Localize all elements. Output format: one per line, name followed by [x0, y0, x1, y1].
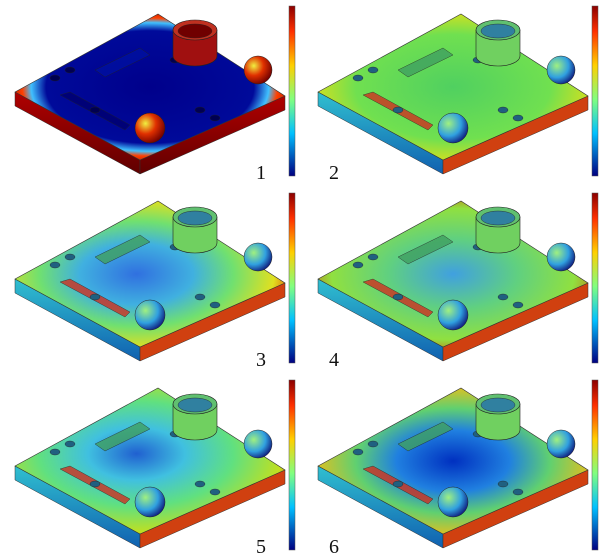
panel-label: 6	[329, 536, 339, 558]
hole	[50, 75, 60, 81]
hole	[50, 262, 60, 268]
panel-label: 3	[256, 349, 266, 371]
hole	[353, 262, 363, 268]
hole	[195, 481, 205, 487]
panel: 6	[318, 380, 598, 558]
panel-label: 1	[256, 162, 266, 184]
panel: 2	[318, 6, 598, 184]
sphere	[438, 300, 468, 330]
sphere	[438, 487, 468, 517]
hole	[195, 107, 205, 113]
sphere	[135, 113, 165, 143]
hole	[210, 115, 220, 121]
hole	[90, 107, 100, 113]
hole	[393, 294, 403, 300]
hole	[393, 107, 403, 113]
hole	[513, 115, 523, 121]
colorbar	[289, 6, 295, 176]
hole	[498, 294, 508, 300]
hole	[498, 107, 508, 113]
cylinder-inner	[178, 398, 212, 412]
hole	[368, 67, 378, 73]
sphere	[547, 430, 575, 458]
sphere	[244, 56, 272, 84]
hole	[368, 254, 378, 260]
hole	[513, 302, 523, 308]
cylinder-inner	[481, 211, 515, 225]
cylinder-inner	[178, 211, 212, 225]
panel-label: 4	[329, 349, 339, 371]
hole	[393, 481, 403, 487]
colorbar	[289, 380, 295, 550]
hole	[210, 302, 220, 308]
hole	[368, 441, 378, 447]
sphere	[135, 300, 165, 330]
panel: 5	[15, 380, 295, 558]
sphere	[244, 243, 272, 271]
sphere	[438, 113, 468, 143]
sphere	[547, 56, 575, 84]
cylinder-inner	[178, 24, 212, 38]
hole	[353, 75, 363, 81]
sphere	[135, 487, 165, 517]
hole	[513, 489, 523, 495]
colorbar	[289, 193, 295, 363]
panel-label: 5	[256, 536, 266, 558]
hole	[65, 67, 75, 73]
colorbar	[592, 6, 598, 176]
colorbar	[592, 380, 598, 550]
hole	[90, 481, 100, 487]
hole	[353, 449, 363, 455]
figure: 1 2 3 4 5 6	[0, 0, 606, 560]
cylinder-inner	[481, 398, 515, 412]
panel: 1	[15, 6, 295, 184]
hole	[498, 481, 508, 487]
panel: 3	[15, 193, 295, 371]
sphere	[244, 430, 272, 458]
hole	[65, 254, 75, 260]
panel-label: 2	[329, 162, 339, 184]
hole	[195, 294, 205, 300]
colorbar	[592, 193, 598, 363]
hole	[210, 489, 220, 495]
panel: 4	[318, 193, 598, 371]
hole	[50, 449, 60, 455]
hole	[65, 441, 75, 447]
hole	[90, 294, 100, 300]
sphere	[547, 243, 575, 271]
cylinder-inner	[481, 24, 515, 38]
